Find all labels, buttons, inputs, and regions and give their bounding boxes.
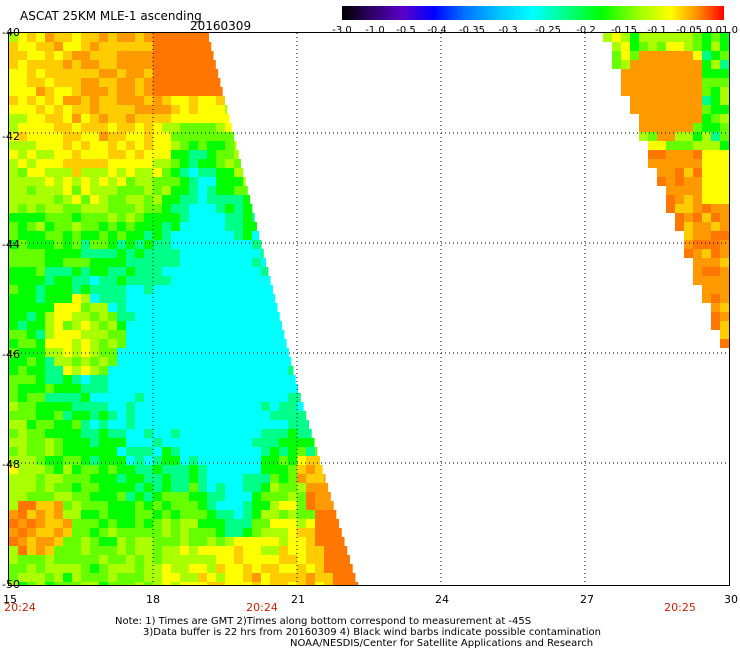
wind-swath-cells: [9, 33, 729, 585]
colorbar-label: -3.0: [332, 25, 352, 36]
x-tick-label: 27: [580, 593, 594, 606]
map-plot-area: [8, 32, 730, 586]
time-label: 20:24: [4, 601, 36, 614]
scatterometer-swath-map: [9, 33, 729, 585]
colorbar: [342, 6, 724, 20]
time-label: 20:24: [246, 601, 278, 614]
colorbar-label: -0.15: [611, 25, 637, 36]
colorbar-label: -0.35: [459, 25, 485, 36]
footnote-line-3: NOAA/NESDIS/Center for Satellite Applica…: [290, 638, 594, 649]
y-tick-label: -48: [2, 458, 20, 471]
y-tick-label: -44: [2, 238, 20, 251]
colorbar-label: -0.1: [647, 25, 667, 36]
colorbar-label: 1.0: [722, 25, 738, 36]
colorbar-label: -0.05: [676, 25, 702, 36]
colorbar-label: -0.25: [535, 25, 561, 36]
colorbar-label: -0.4: [427, 25, 447, 36]
time-label: 20:25: [664, 601, 696, 614]
footnote-line-2: 3)Data buffer is 22 hrs from 20160309 4)…: [143, 627, 601, 638]
colorbar-gradient: [342, 6, 724, 20]
colorbar-label: -0.3: [498, 25, 518, 36]
colorbar-label: -1.0: [365, 25, 385, 36]
footnote-line-1: Note: 1) Times are GMT 2)Times along bot…: [115, 616, 532, 627]
y-tick-label: -40: [2, 26, 20, 39]
colorbar-labels: -3.0 -1.0 -0.5 -0.4 -0.35 -0.3 -0.25 -0.…: [330, 25, 740, 37]
colorbar-label: -0.5: [396, 25, 416, 36]
x-tick-label: 15: [3, 593, 17, 606]
x-tick-label: 18: [146, 593, 160, 606]
lat-lon-grid: [9, 33, 729, 585]
y-tick-label: -46: [2, 348, 20, 361]
x-tick-label: 24: [435, 593, 449, 606]
colorbar-label: -0.2: [576, 25, 596, 36]
y-tick-label: -50: [2, 578, 20, 591]
map-date: 20160309: [190, 19, 252, 33]
x-tick-label: 30: [724, 593, 738, 606]
x-tick-label: 21: [291, 593, 305, 606]
colorbar-label: 0.0: [706, 25, 722, 36]
map-title: ASCAT 25KM MLE-1 ascending: [20, 9, 202, 23]
y-tick-label: -42: [2, 130, 20, 143]
